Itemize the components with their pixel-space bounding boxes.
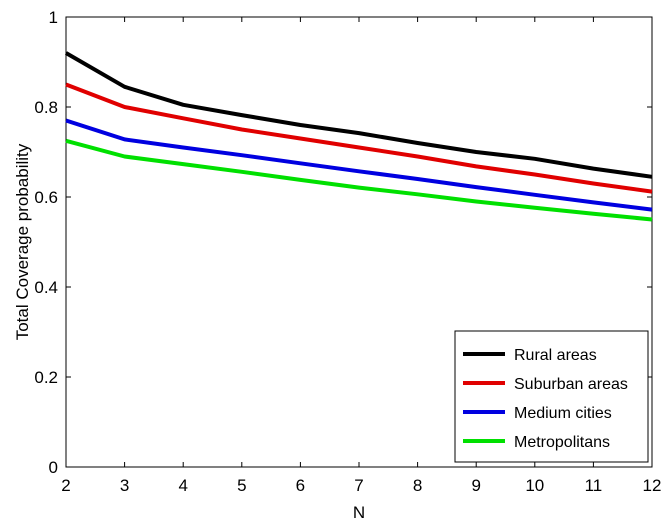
axis-ticks [65, 16, 653, 468]
series-line-2 [65, 118, 653, 212]
x-axis-label: N [353, 503, 365, 522]
y-tick-label: 0.8 [34, 98, 58, 117]
x-tick-label: 8 [413, 476, 422, 495]
series-line-0 [65, 51, 653, 179]
y-axis-label: Total Coverage probability [13, 143, 32, 340]
x-tick-label: 4 [178, 476, 187, 495]
legend-label-3: Metropolitans [514, 434, 610, 451]
legend-items: Rural areas Suburban areas Medium cities Me… [463, 347, 628, 451]
x-tick-label: 6 [296, 476, 305, 495]
y-tick-label: 0.6 [34, 188, 58, 207]
series-line-1 [65, 82, 653, 194]
legend-label-0: Rural areas [514, 347, 597, 364]
series-line-3 [65, 138, 653, 222]
x-tick-label: 3 [120, 476, 129, 495]
y-tick-label: 0.2 [34, 368, 58, 387]
x-tick-label: 9 [471, 476, 480, 495]
y-tick-label: 0 [49, 458, 58, 477]
legend: Rural areas Suburban areas Medium cities Me… [454, 330, 649, 463]
x-tick-label: 12 [643, 476, 662, 495]
x-tick-label: 11 [585, 476, 603, 495]
x-tick-label: 5 [237, 476, 246, 495]
y-tick-label: 1 [49, 8, 58, 27]
series-lines [65, 51, 653, 222]
y-tick-label: 0.4 [34, 278, 58, 297]
tick-labels: 2 3 4 5 6 7 8 9 10 11 12 0 0.2 0.4 0.6 0.8 1 [34, 8, 661, 495]
x-tick-label: 2 [61, 476, 70, 495]
x-tick-label: 10 [525, 476, 544, 495]
x-tick-label: 7 [354, 476, 363, 495]
legend-label-1: Suburban areas [514, 376, 628, 393]
legend-label-2: Medium cities [514, 405, 612, 422]
